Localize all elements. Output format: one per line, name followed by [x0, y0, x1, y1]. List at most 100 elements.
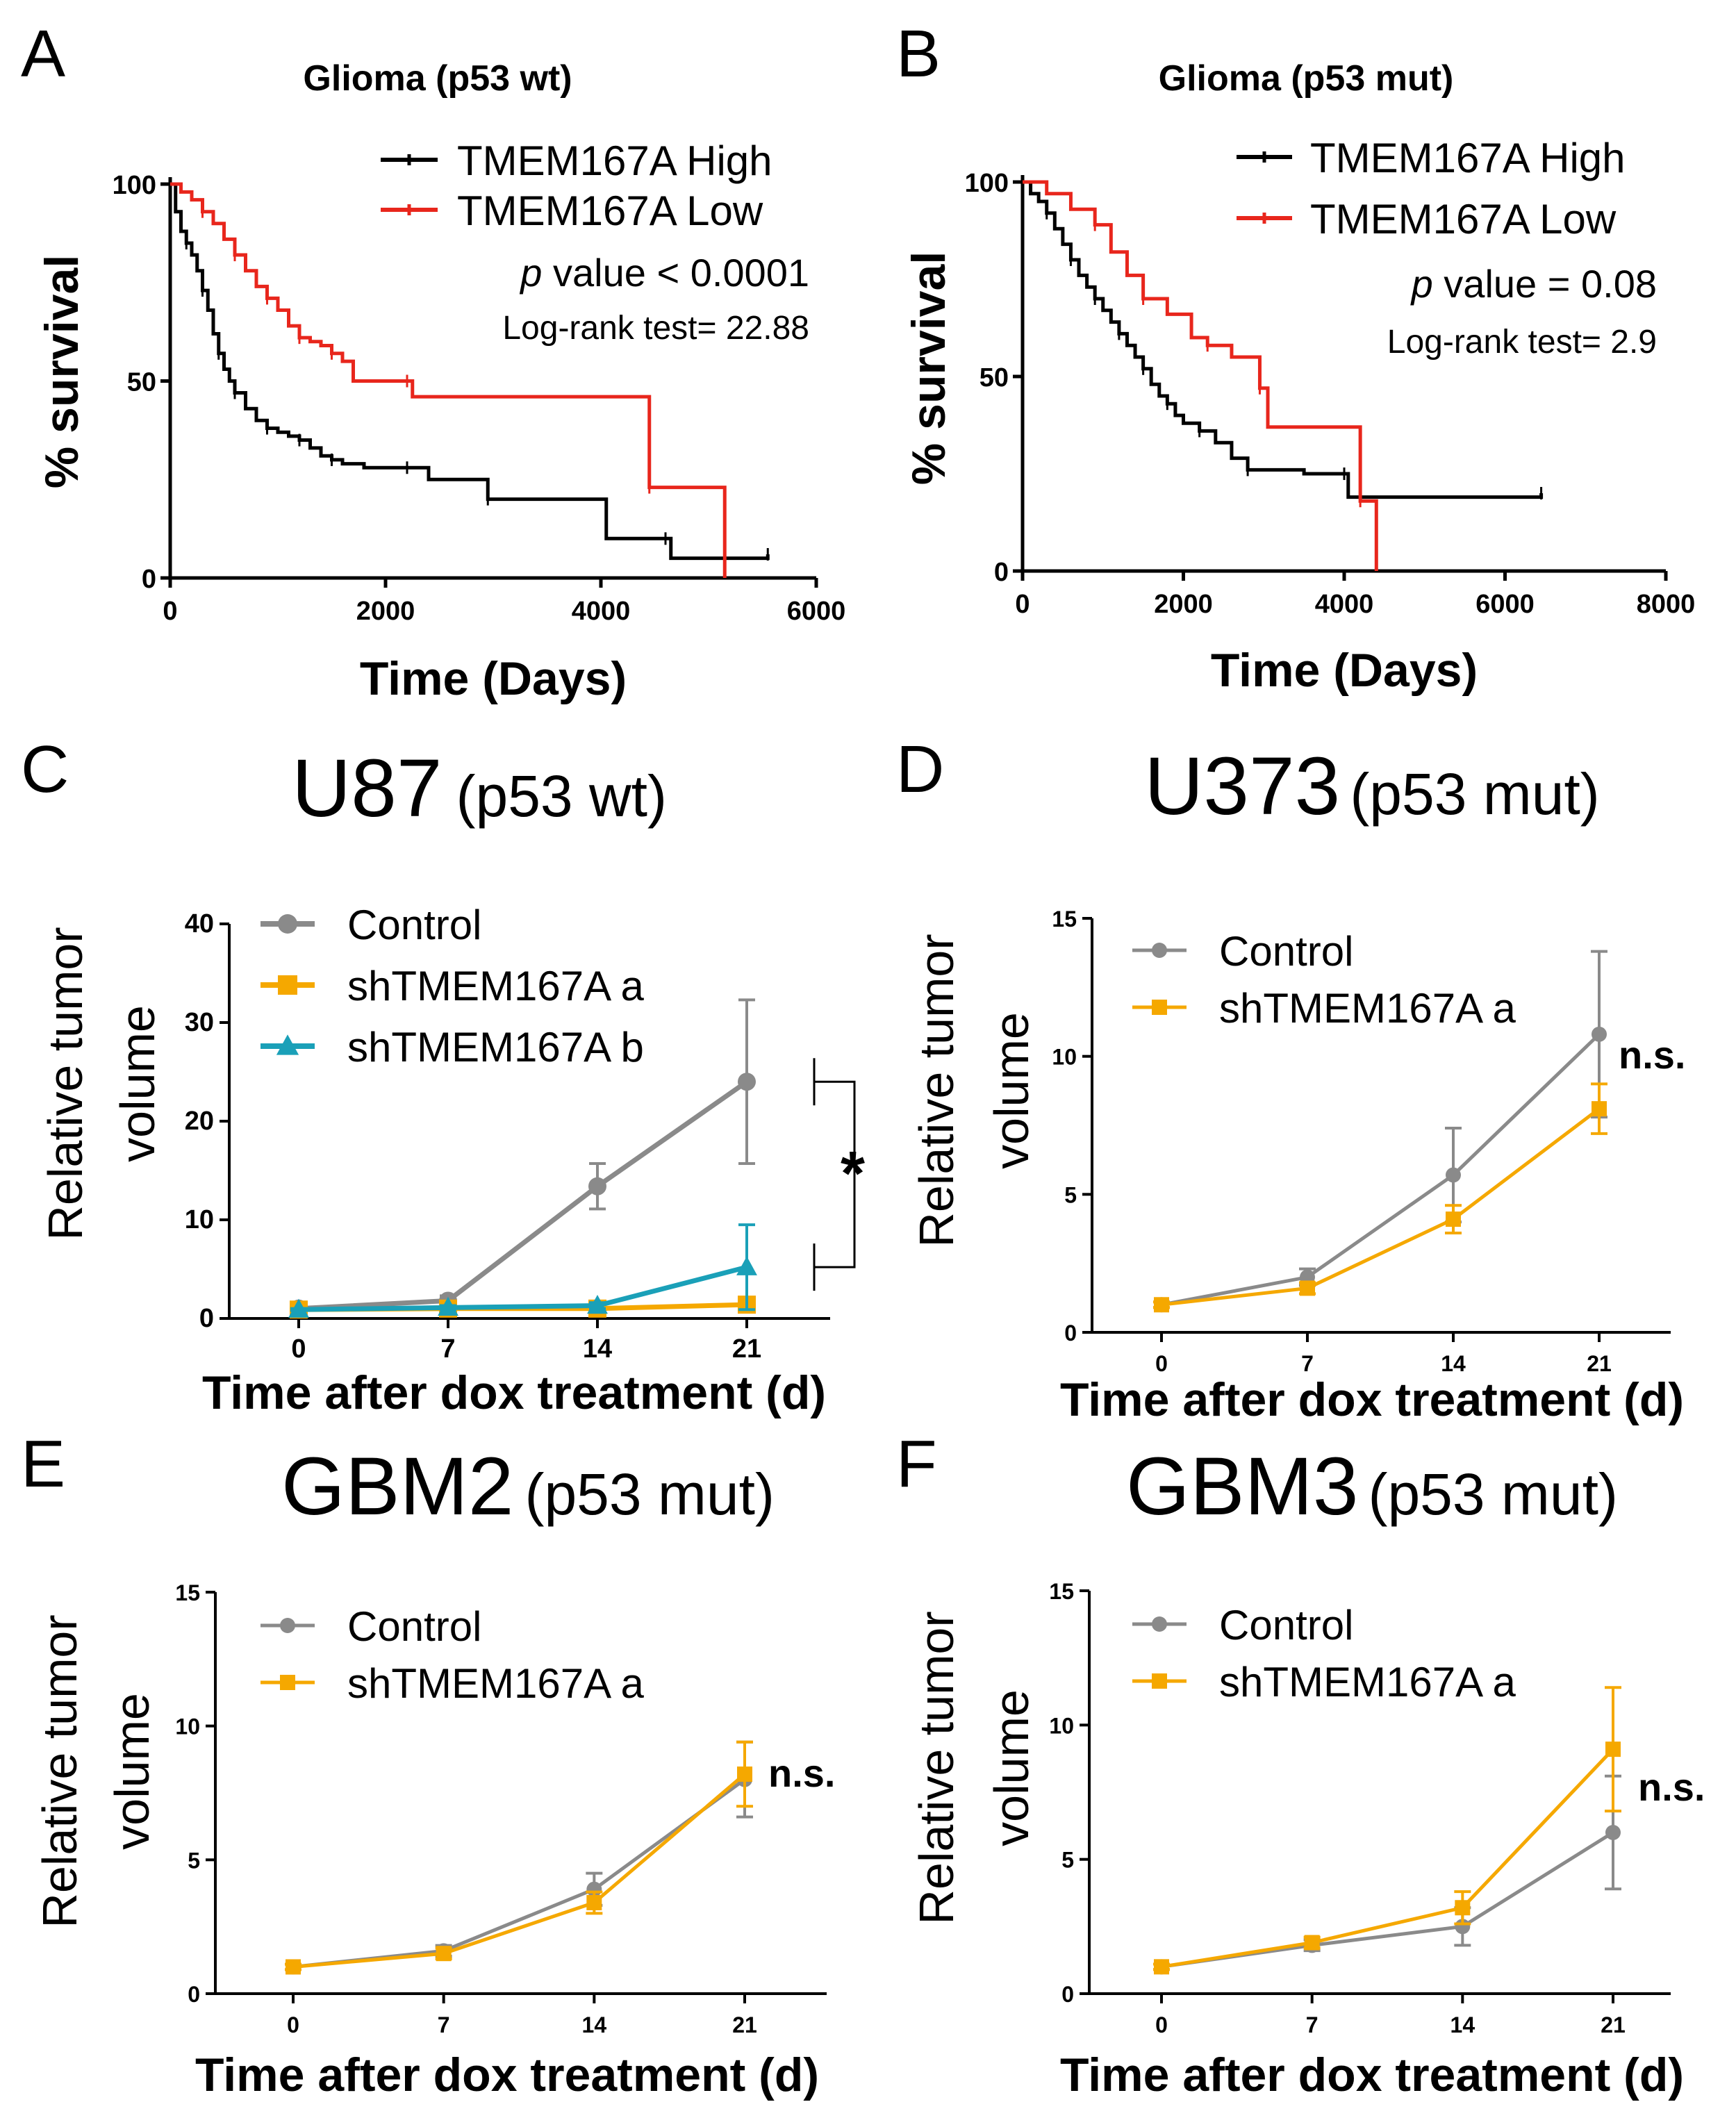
- x-tick-label: 14: [1441, 1351, 1466, 1376]
- significance-ns: n.s.: [768, 1751, 835, 1795]
- y-tick-label: 0: [142, 565, 156, 594]
- data-point-sh_a: [1455, 1900, 1471, 1916]
- legend-label-sh_a: shTMEM167A a: [1219, 985, 1516, 1032]
- x-tick-label: 7: [1306, 2012, 1318, 2037]
- panel-b-legend: TMEM167A High TMEM167A Low: [1237, 135, 1626, 242]
- panel-f-title-sub: (p53 mut): [1368, 1462, 1617, 1527]
- legend-label-sh_a: shTMEM167A a: [1219, 1659, 1516, 1705]
- y-tick-label: 5: [188, 1848, 200, 1873]
- significance-ns: n.s.: [1638, 1765, 1705, 1809]
- panel-d-title: U373 (p53 mut): [1144, 741, 1600, 832]
- data-point-sh_a: [1154, 1959, 1169, 1975]
- panel-b-xlabel: Time (Days): [1211, 644, 1478, 697]
- legend-marker-sh_a: [1152, 1673, 1167, 1689]
- panel-f-ylabel-2: volume: [984, 1689, 1039, 1846]
- panel-e-title: GBM2 (p53 mut): [281, 1441, 775, 1532]
- data-point-control: [588, 1177, 606, 1195]
- panel-e-plot: 0 7 14 21 0 5 10 15 n.s.: [175, 1580, 835, 2037]
- panel-a-plot: 0 2000 4000 6000 0 50 100: [113, 171, 846, 626]
- panel-label-d: D: [896, 732, 944, 806]
- legend-label-control: Control: [1219, 1602, 1353, 1648]
- legend-marker-control: [280, 1618, 295, 1633]
- x-tick-label: 6000: [1475, 590, 1535, 619]
- panel-a-legend: TMEM167A High TMEM167A Low: [381, 138, 772, 234]
- x-tick-label: 2000: [1154, 590, 1213, 619]
- significance-star: *: [841, 1139, 865, 1209]
- panel-e-title-main: GBM2: [281, 1441, 513, 1532]
- y-tick-label: 10: [1049, 1713, 1074, 1738]
- panel-a: Glioma (p53 wt) 0 2000 4000 6000 0 50 100 Time…: [35, 58, 845, 705]
- x-tick-label: 7: [1301, 1351, 1314, 1376]
- x-tick-label: 4000: [572, 597, 631, 626]
- legend-marker-control: [1152, 943, 1167, 958]
- panel-c-ylabel-1: Relative tumor: [38, 927, 92, 1240]
- significance-ns: n.s.: [1619, 1033, 1685, 1077]
- panel-label-a: A: [21, 17, 65, 91]
- legend-label-sh_a: shTMEM167A a: [347, 963, 644, 1009]
- data-point-control: [1592, 1026, 1607, 1042]
- x-tick-label: 14: [583, 1334, 612, 1364]
- panel-label-b: B: [896, 17, 941, 91]
- y-tick-label: 5: [1064, 1182, 1077, 1207]
- panel-c-xlabel: Time after dox treatment (d): [202, 1366, 826, 1419]
- panel-label-e: E: [21, 1427, 65, 1501]
- panel-f-title-main: GBM3: [1126, 1441, 1358, 1532]
- series-line-sh_a: [292, 1773, 746, 1969]
- x-tick-label: 0: [163, 597, 177, 626]
- x-tick-label: 7: [440, 1334, 455, 1364]
- data-point-control: [738, 1073, 756, 1091]
- data-point-sh_a: [1605, 1741, 1621, 1757]
- panel-e-legend: Control shTMEM167A a: [261, 1603, 644, 1707]
- legend-marker-sh_a: [278, 975, 297, 995]
- data-point-control: [1605, 1825, 1621, 1840]
- legend-marker-control: [1152, 1616, 1167, 1632]
- legend-label-control: Control: [347, 902, 481, 948]
- data-point-sh_a: [1300, 1280, 1315, 1296]
- x-tick-label: 0: [287, 2012, 299, 2037]
- y-tick-label: 15: [1052, 907, 1077, 932]
- y-tick-label: 100: [965, 169, 1009, 198]
- panel-a-p-rest: value < 0.0001: [542, 251, 809, 295]
- panel-b-pvalue: p value = 0.08: [1410, 262, 1657, 306]
- x-tick-label: 6000: [787, 597, 846, 626]
- panel-c-legend: Control shTMEM167A a shTMEM167A b: [261, 902, 644, 1070]
- panel-f-legend: Control shTMEM167A a: [1132, 1602, 1516, 1705]
- legend-marker-sh_a: [1152, 1000, 1167, 1015]
- x-tick-label: 21: [1587, 1351, 1612, 1376]
- panel-c-title-main: U87: [292, 743, 442, 834]
- series-line-sh_b: [298, 1264, 747, 1312]
- panel-e-ylabel-2: volume: [105, 1693, 159, 1850]
- km-line-high: [1023, 180, 1544, 499]
- y-tick-label: 40: [185, 909, 214, 938]
- km-line-low: [170, 182, 727, 578]
- panel-c-title: U87 (p53 wt): [292, 743, 667, 834]
- legend-marker-sh_a: [280, 1675, 295, 1690]
- y-tick-label: 0: [188, 1982, 200, 2007]
- data-point-sh_b: [438, 1296, 458, 1316]
- x-tick-label: 2000: [356, 597, 415, 626]
- legend-label-control: Control: [1219, 928, 1353, 975]
- panel-a-logrank: Log-rank test= 22.88: [502, 310, 809, 347]
- x-tick-label: 0: [291, 1334, 306, 1364]
- x-tick-label: 0: [1155, 1351, 1168, 1376]
- panel-d-ylabel-1: Relative tumor: [909, 934, 964, 1247]
- panel-c-ylabel-2: volume: [110, 1005, 165, 1162]
- panel-b-logrank: Log-rank test= 2.9: [1387, 324, 1657, 361]
- series-line-control: [298, 1079, 749, 1312]
- panel-e-ylabel-1: Relative tumor: [33, 1614, 87, 1928]
- x-tick-label: 0: [1155, 2012, 1168, 2037]
- y-tick-label: 0: [1061, 1982, 1074, 2007]
- panel-c-plot: 0 7 14 21 0 10 20 30 40 *: [185, 909, 865, 1364]
- x-tick-label: 4000: [1315, 590, 1374, 619]
- panel-a-title: Glioma (p53 wt): [303, 58, 572, 99]
- data-point-sh_a: [436, 1946, 452, 1962]
- y-tick-label: 0: [1064, 1321, 1077, 1346]
- y-tick-label: 20: [185, 1107, 214, 1136]
- legend-marker-sh_b: [276, 1034, 299, 1055]
- x-tick-label: 7: [438, 2012, 450, 2037]
- panel-f: GBM3 (p53 mut) 0 7 14 21 0 5 10 15 n.s. Time afte…: [909, 1441, 1705, 2101]
- panel-a-pvalue: p value < 0.0001: [519, 251, 809, 295]
- panel-b-title: Glioma (p53 mut): [1159, 58, 1454, 99]
